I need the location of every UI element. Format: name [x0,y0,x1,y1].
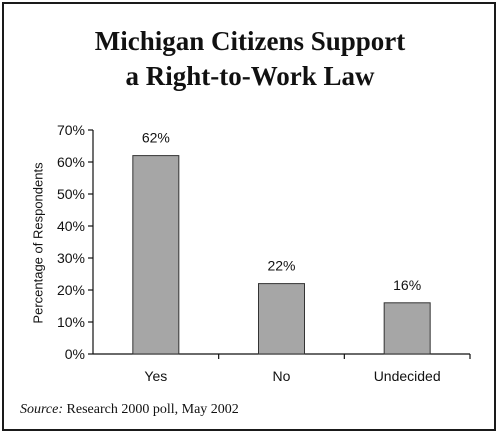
source-note: Source: Research 2000 poll, May 2002 [20,402,239,418]
y-tick-label: 0% [65,346,85,362]
category-label: Undecided [374,368,441,384]
y-tick-label: 70% [57,122,85,138]
y-tick-label: 60% [57,154,85,170]
category-label: Yes [144,368,167,384]
bar [132,155,180,355]
y-tick-label: 40% [57,218,85,234]
data-label: 62% [142,130,170,146]
data-label: 16% [393,277,421,293]
y-tick-label: 20% [57,282,85,298]
chart-title-line-1: Michigan Citizens Support [94,26,406,56]
data-label: 22% [267,258,295,274]
source-text: Research 2000 poll, May 2002 [66,402,239,417]
source-label: Source: [20,402,64,417]
y-tick-label: 50% [57,186,85,202]
y-tick-label: 30% [57,250,85,266]
chart-title-line-2: a Right-to-Work Law [125,61,375,91]
bar [383,302,431,355]
category-label: No [273,368,291,384]
y-tick-label: 10% [57,314,85,330]
bar [258,283,305,355]
chart-frame [2,2,496,431]
